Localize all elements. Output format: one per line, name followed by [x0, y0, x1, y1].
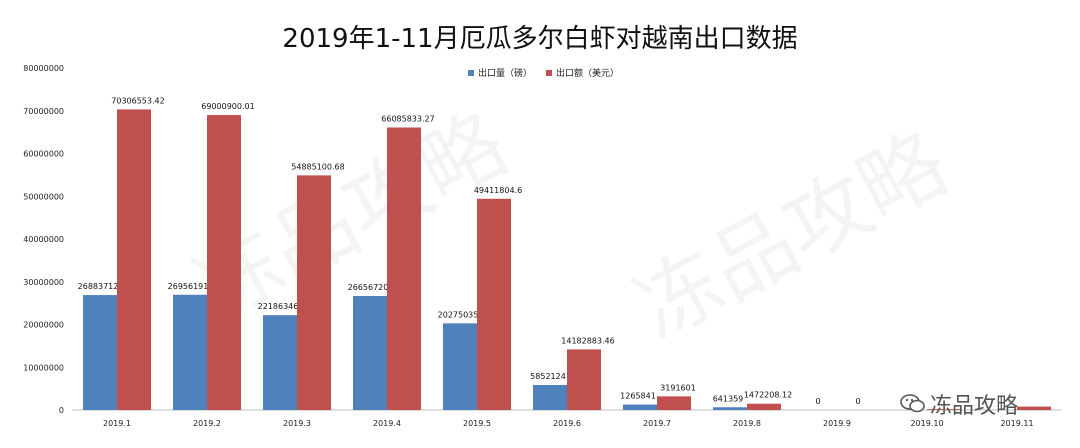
bar-value — [117, 109, 151, 410]
data-label-value: 54885100.68 — [291, 162, 344, 171]
y-tick-label: 60000000 — [23, 150, 64, 159]
x-tick-label: 2019.7 — [643, 419, 671, 428]
bar-value — [567, 349, 601, 410]
x-tick-label: 2019.2 — [193, 419, 221, 428]
x-tick-label: 2019.3 — [283, 419, 311, 428]
legend-label-volume: 出口量（磅） — [478, 69, 533, 79]
x-tick-label: 2019.8 — [733, 419, 761, 428]
legend-item-value: 出口额（美元） — [546, 66, 619, 79]
chart-legend: 出口量（磅） 出口额（美元） — [468, 66, 619, 79]
bar-volume — [353, 296, 387, 410]
data-label-volume: 26883712 — [78, 282, 119, 291]
data-label-volume: 26956191 — [168, 282, 209, 291]
bar-volume — [533, 384, 567, 410]
bar-volume — [623, 404, 657, 410]
y-tick-label: 30000000 — [23, 278, 64, 287]
x-tick-label: 2019.6 — [553, 419, 581, 428]
legend-swatch-value — [546, 69, 553, 76]
data-label-value: 3191601 — [660, 383, 696, 392]
x-tick-label: 2019.9 — [823, 419, 851, 428]
y-tick-label: 50000000 — [23, 192, 64, 201]
bar-value — [387, 127, 421, 410]
y-tick-label: 0 — [59, 406, 64, 415]
bar-volume — [443, 323, 477, 410]
bar-volume — [263, 315, 297, 410]
x-tick-label: 2019.1 — [103, 419, 131, 428]
bar-value — [1017, 406, 1051, 410]
chart-title: 2019年1-11月厄瓜多尔白虾对越南出口数据 — [282, 24, 798, 54]
data-label-value: 49411804.6 — [474, 186, 522, 195]
y-tick-label: 10000000 — [23, 363, 64, 372]
data-label-volume: 22186346 — [258, 302, 299, 311]
bar-volume — [173, 294, 207, 410]
y-tick-label: 20000000 — [23, 321, 64, 330]
data-label-volume: 26656720 — [348, 283, 389, 292]
data-label-volume: 0 — [815, 397, 820, 406]
x-tick-label: 2019.10 — [910, 419, 943, 428]
badge-text: 冻品攻略 — [930, 394, 1019, 419]
legend-swatch-volume — [468, 69, 474, 76]
x-tick-label: 2019.11 — [1000, 419, 1033, 428]
data-label-volume: 641359 — [713, 394, 744, 403]
bar-volume — [713, 407, 747, 410]
data-label-value: 69000900.01 — [201, 102, 254, 111]
data-label-value: 70306553.42 — [111, 96, 164, 105]
data-label-volume: 5852124 — [530, 372, 566, 381]
x-tick-label: 2019.4 — [373, 419, 401, 428]
x-tick-label: 2019.5 — [463, 419, 491, 428]
data-label-value: 0 — [855, 397, 860, 406]
y-tick-label: 80000000 — [23, 64, 64, 73]
bar-value — [297, 175, 331, 410]
bar-value — [657, 396, 691, 410]
data-label-value: 66085833.27 — [381, 114, 434, 123]
data-label-value: 14182883.46 — [561, 336, 614, 345]
wechat-icon — [900, 394, 925, 413]
bar-value — [927, 409, 961, 410]
bar-value — [747, 403, 781, 410]
bar-volume — [83, 295, 117, 410]
data-label-value: 1472208.12 — [744, 391, 792, 400]
y-tick-label: 40000000 — [23, 235, 64, 244]
wechat-badge: 冻品攻略 — [900, 388, 1018, 420]
y-tick-label: 70000000 — [23, 107, 64, 116]
data-label-volume: 1265841 — [620, 392, 656, 401]
bar-value — [207, 115, 241, 410]
data-label-volume: 20275035 — [438, 310, 479, 319]
legend-item-volume: 出口量（磅） — [468, 66, 532, 79]
bar-value — [477, 198, 511, 410]
legend-label-value: 出口额（美元） — [556, 69, 620, 79]
